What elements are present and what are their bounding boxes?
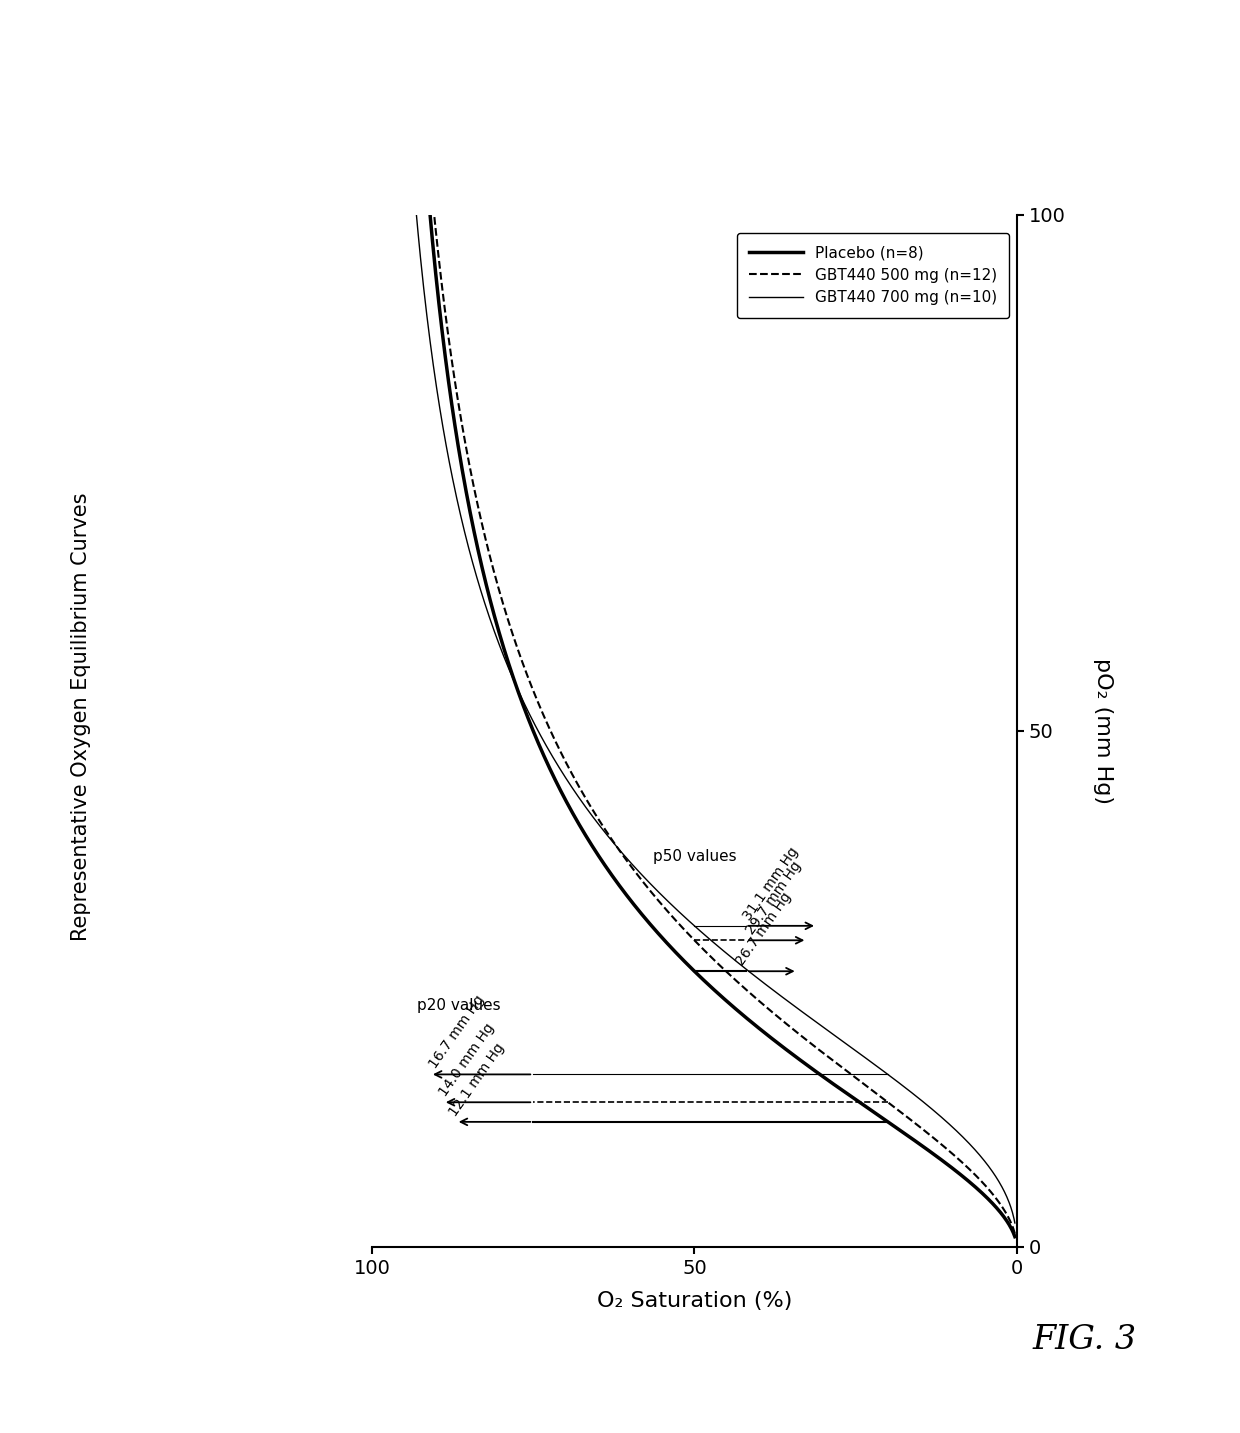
Text: 29.7 mm Hg: 29.7 mm Hg	[743, 858, 804, 937]
Text: 14.0 mm Hg: 14.0 mm Hg	[436, 1020, 497, 1099]
Text: FIG. 3: FIG. 3	[1033, 1324, 1137, 1356]
Legend: Placebo (n=8), GBT440 500 mg (n=12), GBT440 700 mg (n=10): Placebo (n=8), GBT440 500 mg (n=12), GBT…	[737, 234, 1009, 318]
Text: 26.7 mm Hg: 26.7 mm Hg	[734, 890, 795, 969]
Text: 12.1 mm Hg: 12.1 mm Hg	[446, 1040, 507, 1119]
Text: 31.1 mm Hg: 31.1 mm Hg	[740, 844, 801, 923]
Text: p50 values: p50 values	[652, 848, 737, 864]
X-axis label: O₂ Saturation (%): O₂ Saturation (%)	[596, 1291, 792, 1311]
Text: Representative Oxygen Equilibrium Curves: Representative Oxygen Equilibrium Curves	[71, 493, 91, 940]
Y-axis label: pO₂ (mm Hg): pO₂ (mm Hg)	[1094, 658, 1114, 804]
Text: 16.7 mm Hg: 16.7 mm Hg	[427, 993, 487, 1072]
Text: p20 values: p20 values	[417, 997, 501, 1013]
